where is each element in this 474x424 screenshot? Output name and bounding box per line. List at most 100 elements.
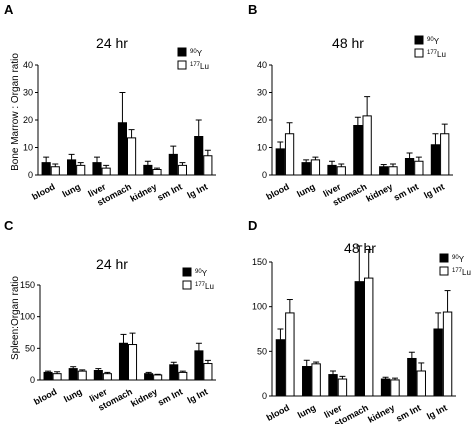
panel-letter: A <box>4 2 14 17</box>
bar-y <box>275 148 285 176</box>
bar-y <box>118 342 128 381</box>
legend-swatch <box>414 48 424 58</box>
x-tick-label: sm Int <box>156 181 184 202</box>
y-tick-label: 50 <box>257 346 267 356</box>
y-tick-label: 150 <box>20 280 35 290</box>
bar-lu <box>203 363 213 381</box>
y-tick-label: 0 <box>262 170 267 180</box>
bar-y <box>433 328 443 397</box>
bar-y <box>354 281 364 397</box>
bar-lu <box>102 373 112 381</box>
legend-swatch <box>439 266 449 276</box>
x-tick-label: kidney <box>366 402 396 424</box>
bar-y <box>380 378 391 397</box>
chart-title: 48 hr <box>344 240 376 256</box>
bar-lu <box>77 370 87 381</box>
y-tick-label: 10 <box>257 143 267 153</box>
bar-y <box>41 162 51 176</box>
bar-lu <box>362 115 372 176</box>
legend-label: 90Y <box>195 269 208 278</box>
panel-letter: B <box>248 2 257 17</box>
x-tick-label: sm Int <box>394 402 422 423</box>
bar-y <box>301 162 311 176</box>
y-tick-label: 150 <box>252 257 267 267</box>
bar-lu <box>416 370 426 397</box>
bar-lu <box>76 164 86 176</box>
bar-lu <box>101 167 111 176</box>
x-tick-label: blood <box>30 181 56 201</box>
bar-y <box>92 162 102 176</box>
legend-swatch <box>182 267 192 277</box>
bar-y <box>194 136 204 176</box>
legend-swatch <box>439 253 449 263</box>
bar-lu <box>311 363 321 397</box>
legend-label: 177Lu <box>190 62 209 71</box>
bar-y <box>407 357 417 397</box>
legend-swatch <box>177 47 187 57</box>
x-tick-label: blood <box>264 181 290 201</box>
bar-y <box>327 164 337 176</box>
bar-y <box>353 125 363 176</box>
y-tick-label: 100 <box>20 312 35 322</box>
panel-letter: D <box>248 218 257 233</box>
bar-y <box>194 350 204 381</box>
chart-title: 48 hr <box>332 35 364 51</box>
x-tick-label: lung <box>295 181 316 199</box>
chart-title: 24 hr <box>96 35 128 51</box>
chart-title: 24 hr <box>96 256 128 272</box>
legend-label: 177Lu <box>195 282 214 291</box>
x-tick-label: sm Int <box>156 386 184 407</box>
legend-label: 177Lu <box>427 50 446 59</box>
bar-lu <box>440 133 450 176</box>
bar-y <box>328 374 338 397</box>
x-tick-label: kidney <box>364 181 394 203</box>
bar-y <box>430 144 441 176</box>
bar-y <box>275 339 286 397</box>
bar-lu <box>177 164 187 176</box>
bar-y <box>302 366 312 397</box>
x-tick-label: lg Int <box>425 402 449 421</box>
x-tick-label: lg Int <box>422 181 446 200</box>
panel-letter: C <box>4 218 14 233</box>
x-tick-label: kidney <box>129 386 159 408</box>
bar-lu <box>153 374 163 381</box>
legend-label: 90Y <box>427 37 440 46</box>
ylabel-top: Bone Marrow : Organ ratio <box>10 53 21 171</box>
bar-y <box>379 166 389 176</box>
bar-lu <box>203 155 213 176</box>
x-tick-label: blood <box>265 402 291 422</box>
x-tick-label: blood <box>32 386 58 406</box>
legend-swatch <box>182 280 192 290</box>
legend-label: 177Lu <box>452 268 471 277</box>
y-tick-label: 0 <box>28 170 33 180</box>
x-tick-label: kidney <box>128 181 158 203</box>
y-tick-label: 0 <box>30 375 35 385</box>
bar-lu <box>390 379 400 397</box>
bar-y <box>43 371 53 381</box>
legend-label: 90Y <box>190 49 203 58</box>
bar-lu <box>285 312 295 397</box>
y-tick-label: 30 <box>257 88 267 98</box>
bar-y <box>67 159 77 176</box>
x-tick-label: lung <box>61 181 82 199</box>
bar-lu <box>442 311 453 397</box>
bar-y <box>169 364 179 381</box>
bar-lu <box>414 160 424 176</box>
y-tick-label: 20 <box>257 115 267 125</box>
y-tick-label: 40 <box>257 60 267 70</box>
bar-y <box>168 153 178 176</box>
legend-label: 90Y <box>452 255 465 264</box>
bar-lu <box>52 373 62 381</box>
bar-y <box>68 368 78 381</box>
bar-lu <box>284 133 295 176</box>
x-tick-label: sm Int <box>392 181 420 202</box>
x-tick-label: lg Int <box>186 386 210 405</box>
bar-y <box>143 164 153 176</box>
bar-y <box>144 373 154 381</box>
bar-y <box>404 158 415 176</box>
